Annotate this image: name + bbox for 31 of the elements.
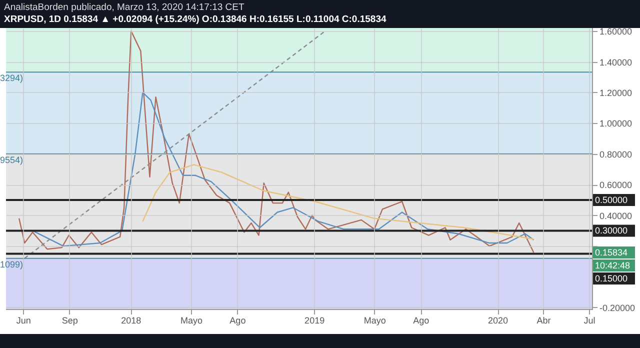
y-tick-label: 0.40000 (600, 210, 632, 221)
x-tick-label: Ago (413, 316, 430, 326)
band-label: 3294) (0, 73, 24, 84)
x-tick-label: 2018 (121, 316, 142, 326)
y-tick-label: 0.60000 (600, 180, 632, 190)
x-tick-label: Mayo (364, 316, 386, 326)
x-tick-label: Sep (62, 316, 78, 326)
ref-line-label: 0.15000 (595, 273, 628, 284)
ref-line-label: 0.30000 (595, 226, 628, 236)
band-label: 1099) (0, 259, 24, 270)
y-tick-label: -0.20000 (600, 302, 636, 313)
band-label: 9554) (0, 154, 24, 165)
y-tick-label: 1.00000 (600, 118, 632, 129)
x-tick-label: 2019 (304, 316, 325, 326)
line-series (32, 92, 534, 247)
ref-line-label: 0.50000 (595, 194, 628, 205)
x-tick-label: Abr (536, 316, 551, 326)
text: 0.15834 (595, 247, 628, 258)
chart-title: AnalistaBorden publicado, Marzo 13, 2020 14:17:13 CET (4, 2, 246, 14)
x-tick-label: 2020 (488, 316, 508, 326)
y-tick-label: 1.60000 (600, 26, 632, 37)
line-series (142, 164, 534, 240)
text: 10:42:48 (595, 260, 630, 270)
x-tick-label: Ago (230, 316, 246, 326)
y-tick-label: 1.40000 (600, 57, 632, 68)
x-tick-label: Jun (16, 316, 31, 326)
chart-subtitle: XRPUSD, 1D 0.15834 ▲ +0.02094 (+15.24%) O:0.13846 H:0.16155 L:0.11004 C:0.15834 (4, 14, 388, 26)
x-tick-label: Jul (584, 316, 596, 326)
y-tick-label: 0.80000 (600, 149, 632, 160)
x-tick-label: Mayo (180, 316, 202, 326)
y-tick-label: 1.20000 (600, 88, 632, 98)
